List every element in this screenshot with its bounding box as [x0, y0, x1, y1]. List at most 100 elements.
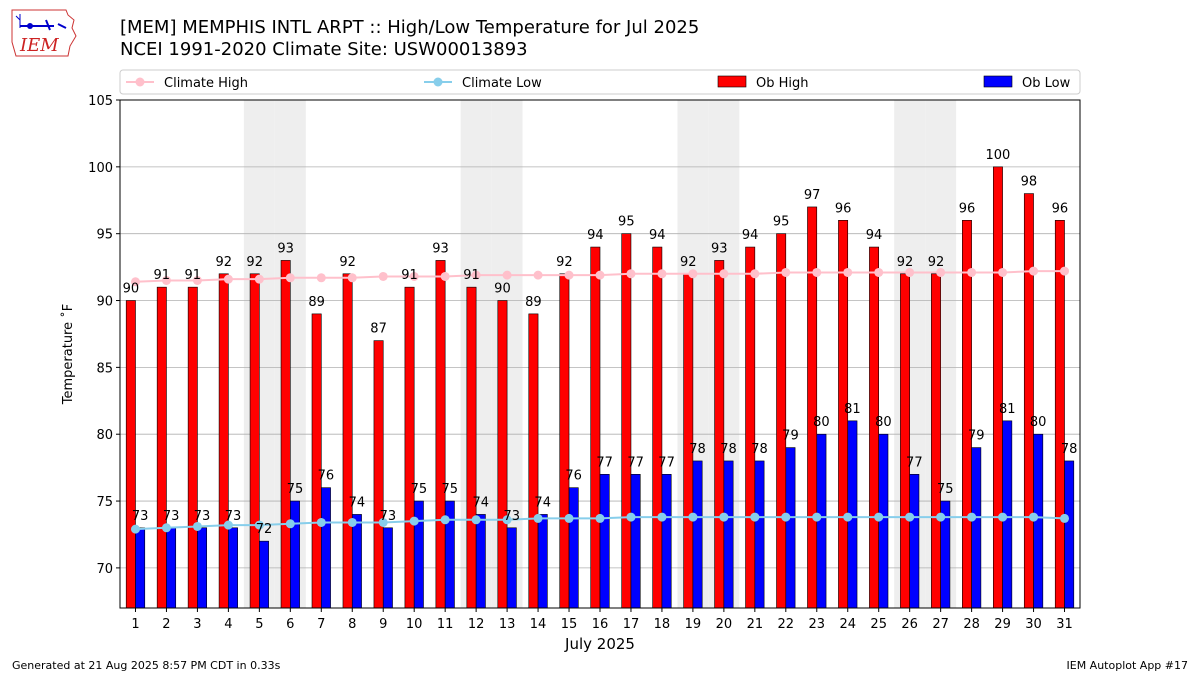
ob-high-value-label: 93 [711, 241, 728, 256]
x-tick-label: 24 [839, 617, 856, 632]
ob-high-value-label: 94 [587, 228, 604, 243]
climate-high-point [595, 270, 605, 280]
climate-low-point [874, 512, 884, 522]
climate-high-point [657, 269, 667, 279]
climate-high-point [936, 267, 946, 277]
climate-high-point [1029, 266, 1039, 276]
ob-low-bar [692, 460, 703, 609]
ob-low-bar [661, 474, 672, 609]
climate-low-point [1060, 513, 1070, 523]
ob-low-bar [351, 514, 362, 609]
x-tick-label: 19 [685, 617, 702, 632]
climate-high-point [161, 275, 171, 285]
ob-low-value-label: 73 [194, 509, 211, 524]
climate-high-point [502, 270, 512, 280]
climate-high-point [192, 275, 202, 285]
ob-high-bar [373, 340, 384, 609]
ob-high-value-label: 92 [215, 255, 232, 270]
ob-low-value-label: 74 [473, 495, 490, 510]
climate-high-point [254, 274, 264, 284]
ob-high-value-label: 92 [339, 255, 356, 270]
climate-high-point [843, 267, 853, 277]
climate-low-point [378, 517, 388, 527]
ob-high-value-label: 89 [525, 295, 542, 310]
ob-low-value-label: 73 [225, 509, 242, 524]
climate-high-point [905, 267, 915, 277]
ob-low-bar [320, 487, 331, 609]
ob-high-bar [435, 260, 446, 609]
ob-high-bar [776, 233, 787, 609]
x-tick-label: 28 [963, 617, 980, 632]
chart-title: [MEM] MEMPHIS INTL ARPT :: High/Low Temp… [120, 17, 700, 38]
x-tick-label: 30 [1025, 617, 1042, 632]
ob-low-bar [785, 447, 796, 609]
x-tick-label: 27 [932, 617, 949, 632]
ob-high-bar [218, 273, 229, 609]
ob-high-value-label: 92 [246, 255, 263, 270]
climate-high-point [440, 271, 450, 281]
ob-low-bar [382, 527, 393, 609]
x-tick-label: 14 [530, 617, 547, 632]
legend-marker-climate-high [135, 77, 145, 87]
ob-low-value-label: 73 [163, 509, 180, 524]
legend-swatch-ob-high [717, 75, 747, 88]
ob-high-value-label: 95 [618, 215, 635, 230]
climate-high-point [378, 271, 388, 281]
climate-low-point [347, 517, 357, 527]
ob-low-value-label: 75 [287, 482, 304, 497]
ob-high-value-label: 94 [649, 228, 666, 243]
x-tick-label: 29 [994, 617, 1011, 632]
ob-low-value-label: 73 [503, 509, 520, 524]
climate-high-point [409, 271, 419, 281]
x-tick-label: 16 [592, 617, 609, 632]
ob-low-value-label: 72 [256, 522, 273, 537]
x-tick-label: 23 [809, 617, 826, 632]
ob-low-value-label: 78 [720, 442, 737, 457]
ob-low-bar [537, 514, 548, 609]
ob-low-bar [166, 527, 177, 609]
ob-low-value-label: 80 [1030, 415, 1047, 430]
ob-high-bar [1023, 193, 1034, 609]
ob-low-value-label: 75 [937, 482, 954, 497]
ob-high-value-label: 92 [897, 255, 914, 270]
climate-high-point [688, 269, 698, 279]
ob-low-value-label: 74 [534, 495, 551, 510]
ob-high-bar [652, 246, 663, 609]
ob-low-value-label: 78 [751, 442, 768, 457]
ob-low-value-label: 77 [658, 455, 675, 470]
ob-low-bar [909, 474, 920, 609]
ob-low-value-label: 75 [411, 482, 428, 497]
ob-low-bar [506, 527, 517, 609]
ob-low-bar [568, 487, 579, 609]
ob-high-value-label: 90 [123, 282, 140, 297]
ob-low-bar [135, 527, 146, 609]
ob-low-bar [630, 474, 641, 609]
climate-lines [130, 266, 1070, 534]
climate-high-point [626, 269, 636, 279]
ob-high-bar [280, 260, 291, 609]
x-tick-label: 11 [437, 617, 454, 632]
ob-high-value-label: 93 [432, 241, 449, 256]
ob-high-bar [497, 300, 508, 609]
x-tick-label: 10 [406, 617, 423, 632]
ob-low-value-label: 78 [1061, 442, 1078, 457]
climate-low-point [781, 512, 791, 522]
climate-low-point [626, 512, 636, 522]
ob-low-bar [475, 514, 486, 609]
x-tick-label: 2 [162, 617, 170, 632]
ob-high-bar [590, 246, 601, 609]
ob-high-bar [466, 286, 477, 609]
climate-high-point [564, 270, 574, 280]
ob-high-value-label: 91 [401, 268, 418, 283]
chart-subtitle: NCEI 1991-2020 Climate Site: USW00013893 [120, 39, 528, 60]
ob-high-bar [807, 206, 818, 609]
climate-low-point [564, 513, 574, 523]
legend: Climate High Climate Low Ob High Ob Low [119, 69, 1081, 95]
climate-low-point [1029, 512, 1039, 522]
climate-low-point [750, 512, 760, 522]
ob-low-bar [754, 460, 765, 609]
climate-high-point [874, 267, 884, 277]
ob-high-bar [683, 273, 694, 609]
x-tick-label: 13 [499, 617, 516, 632]
x-tick-label: 12 [468, 617, 485, 632]
